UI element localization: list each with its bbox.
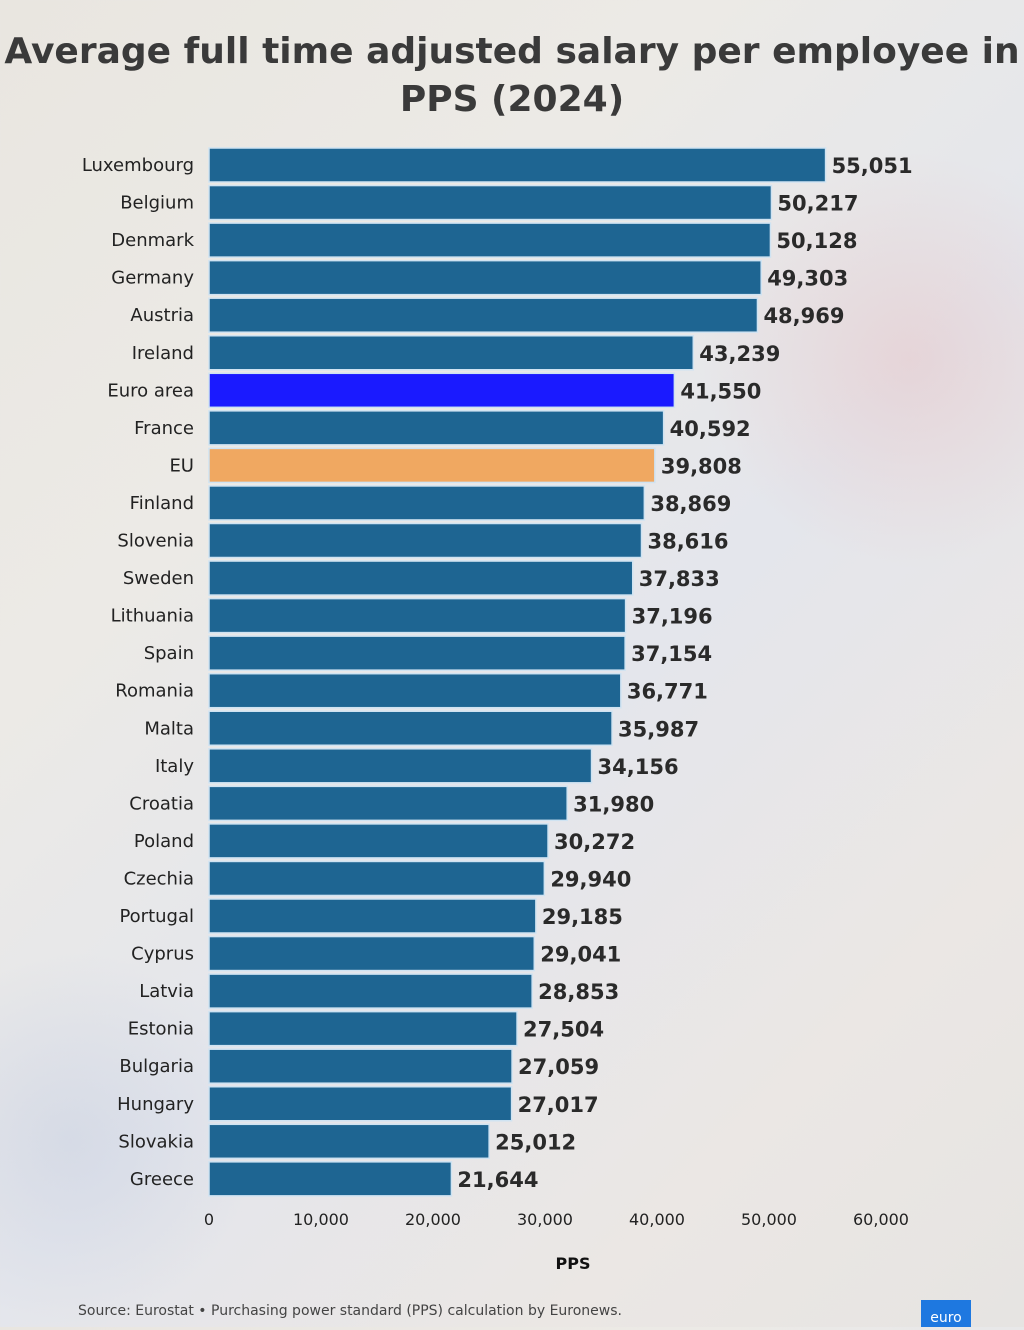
category-label: Sweden (123, 568, 194, 589)
bar (208, 1086, 513, 1122)
bar (208, 1010, 518, 1047)
category-label: Euro area (107, 380, 194, 401)
value-label: 55,051 (832, 154, 913, 178)
x-tick-label: 10,000 (293, 1210, 349, 1229)
bar (208, 785, 568, 822)
bar (208, 372, 676, 409)
bar (208, 1048, 513, 1084)
value-label: 31,980 (573, 792, 654, 816)
value-label: 43,239 (699, 342, 780, 366)
category-label: Bulgaria (119, 1056, 194, 1077)
bar (208, 635, 626, 671)
category-label: Romania (115, 681, 194, 702)
bar (208, 335, 695, 371)
category-label: Slovakia (118, 1131, 194, 1152)
category-label: France (134, 418, 194, 439)
x-tick-label: 30,000 (517, 1210, 573, 1229)
bar (208, 860, 546, 897)
bar (208, 1161, 453, 1197)
category-label: Germany (111, 268, 194, 289)
bar (208, 297, 759, 333)
bar (208, 522, 643, 559)
value-label: 29,041 (540, 943, 621, 967)
value-label: 21,644 (457, 1168, 538, 1192)
bar (208, 184, 773, 221)
bar (208, 710, 613, 746)
bar (208, 898, 537, 934)
value-label: 25,012 (495, 1130, 576, 1154)
category-label: Ireland (132, 343, 194, 364)
bar (208, 973, 533, 1009)
value-label: 41,550 (680, 379, 761, 403)
category-label: Estonia (128, 1019, 194, 1040)
source-note: Source: Eurostat • Purchasing power stan… (78, 1303, 622, 1319)
bar (208, 560, 634, 596)
value-label: 27,504 (523, 1018, 604, 1042)
value-label: 28,853 (538, 980, 619, 1004)
value-label: 50,217 (777, 192, 858, 216)
bar (208, 672, 622, 709)
value-label: 27,017 (518, 1093, 599, 1117)
category-label: Lithuania (111, 606, 194, 627)
category-label: EU (169, 455, 194, 476)
bar (208, 222, 772, 258)
value-label: 29,185 (542, 905, 623, 929)
value-label: 27,059 (518, 1055, 599, 1079)
value-label: 29,940 (550, 867, 631, 891)
category-label: Latvia (139, 981, 194, 1002)
x-axis-label: PPS (555, 1254, 591, 1273)
value-label: 35,987 (618, 717, 699, 741)
bar (208, 935, 536, 972)
category-label: Slovenia (117, 531, 194, 552)
category-label: Austria (130, 305, 194, 326)
category-label: Denmark (111, 230, 194, 251)
bar (208, 597, 627, 634)
chart-title: Average full time adjusted salary per em… (4, 31, 1020, 120)
value-label: 36,771 (627, 680, 708, 704)
x-tick-label: 0 (204, 1210, 214, 1229)
value-label: 38,616 (647, 530, 728, 554)
bar (208, 823, 549, 859)
x-tick-label: 50,000 (741, 1210, 797, 1229)
value-label: 50,128 (776, 229, 857, 253)
category-label: Italy (155, 756, 194, 777)
bar (208, 447, 656, 484)
value-label: 48,969 (763, 304, 844, 328)
bar (208, 485, 646, 521)
bar (208, 147, 827, 183)
value-label: 34,156 (598, 755, 679, 779)
bar (208, 748, 593, 784)
x-tick-label: 40,000 (629, 1210, 685, 1229)
x-tick-label: 20,000 (405, 1210, 461, 1229)
value-label: 30,272 (554, 830, 635, 854)
category-label: Poland (134, 831, 194, 852)
value-label: 37,833 (639, 567, 720, 591)
x-tick-label: 60,000 (853, 1210, 909, 1229)
value-label: 37,154 (631, 642, 712, 666)
category-label: Belgium (120, 193, 194, 214)
value-label: 38,869 (650, 492, 731, 516)
category-label: Spain (144, 643, 194, 664)
value-label: 40,592 (670, 417, 751, 441)
bar (208, 410, 665, 446)
category-label: Malta (144, 718, 194, 739)
bar (208, 259, 762, 296)
category-label: Hungary (117, 1094, 194, 1115)
category-label: Portugal (119, 906, 194, 927)
category-label: Finland (130, 493, 194, 514)
category-label: Cyprus (131, 944, 194, 965)
category-label: Greece (130, 1169, 194, 1190)
euronews-logo: euro (921, 1300, 971, 1327)
value-label: 37,196 (632, 605, 713, 629)
category-label: Croatia (129, 793, 194, 814)
bar (208, 1123, 490, 1160)
value-label: 39,808 (661, 454, 742, 478)
value-label: 49,303 (767, 267, 848, 291)
category-label: Luxembourg (82, 155, 194, 176)
category-label: Czechia (124, 868, 194, 889)
